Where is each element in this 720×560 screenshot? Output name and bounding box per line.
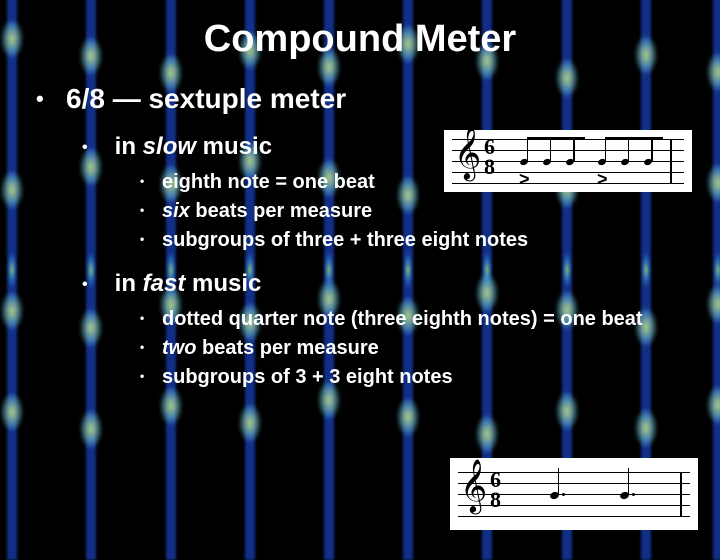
slide-title: Compound Meter (30, 18, 690, 61)
fast-sub-3: subgroups of 3 + 3 eight notes (30, 366, 690, 389)
treble-clef-icon: 𝄞 (454, 131, 481, 175)
fast-sub-2: two beats per measure (30, 337, 690, 360)
fast-sub-1: dotted quarter note (three eighth notes)… (30, 308, 690, 331)
time-signature: 68 (490, 470, 501, 510)
notation-dotted-quarters: 𝄞 68 (450, 458, 698, 530)
slow-sub-3: subgroups of three + three eight notes (30, 229, 690, 252)
fast-music-item: in fast music dotted quarter note (three… (30, 270, 690, 389)
heading-item: 6/8 — sextuple meter in slow music eight… (30, 83, 690, 389)
time-signature: 68 (484, 137, 495, 177)
slide-content: Compound Meter 6/8 — sextuple meter in s… (0, 0, 720, 427)
notation-eighths: 𝄞 68 >> (444, 130, 692, 192)
slow-sub-2: six beats per measure (30, 200, 690, 223)
treble-clef-icon: 𝄞 (460, 464, 487, 508)
